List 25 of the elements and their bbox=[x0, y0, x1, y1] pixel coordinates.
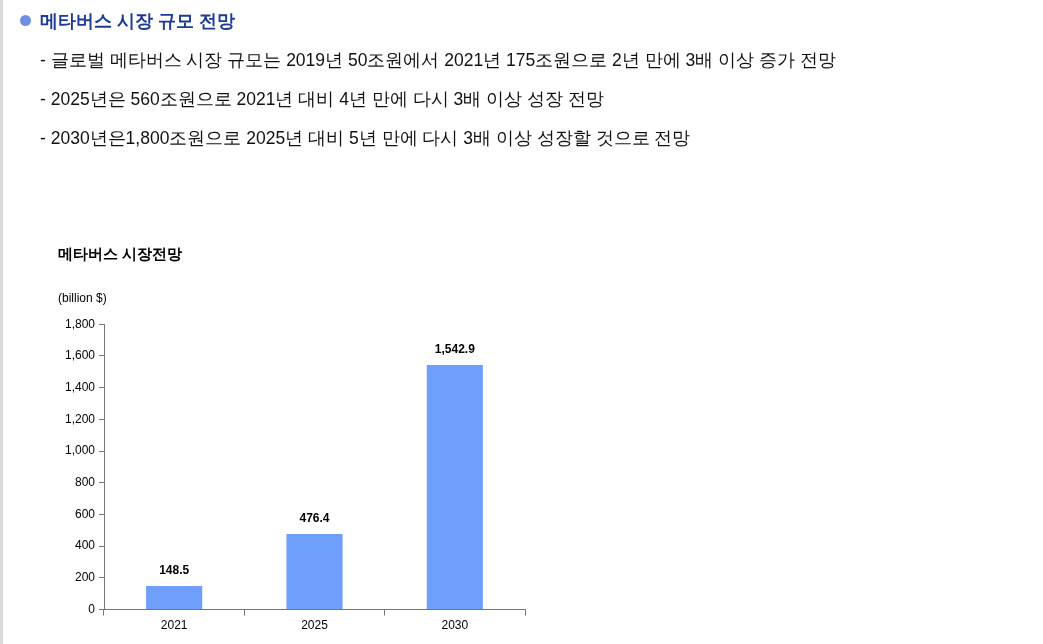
x-tick-label: 2030 bbox=[441, 618, 469, 633]
x-tick-label: 2021 bbox=[160, 618, 188, 633]
y-tick-label: 1,800 bbox=[64, 316, 96, 331]
y-tick-label: 800 bbox=[74, 475, 96, 490]
y-tick-label: 1,600 bbox=[64, 348, 96, 363]
data-label: 476.4 bbox=[299, 511, 330, 526]
bar bbox=[426, 364, 483, 610]
x-tick-label: 2025 bbox=[301, 618, 329, 633]
chart-subtitle: 메타버스 시장전망 bbox=[58, 244, 183, 264]
y-tick-label: 200 bbox=[74, 570, 96, 585]
text: - 2025년은 560조원으로 2021년 대비 4년 만에 다시 3배 이상 성장 전망 bbox=[40, 88, 604, 110]
y-axis-title: (billion $) bbox=[58, 290, 107, 306]
y-tick-label: 0 bbox=[88, 601, 96, 616]
bar bbox=[146, 586, 203, 610]
text: - 글로벌 메타버스 시장 규모는 2019년 50조원에서 2021년 175조원으로 2년 만에 3배 이상 증가 전망 bbox=[40, 49, 836, 71]
y-tick-label: 1,400 bbox=[64, 379, 96, 394]
y-tick-label: 1,200 bbox=[64, 411, 96, 426]
data-label: 1,542.9 bbox=[434, 342, 476, 357]
y-tick-label: 400 bbox=[74, 538, 96, 553]
text: - 2030년은1,800조원으로 2025년 대비 5년 만에 다시 3배 이상 성장할 것으로 전망 bbox=[40, 127, 691, 149]
chart-title: 메타버스 시장 규모 전망 bbox=[40, 10, 236, 33]
data-label: 148.5 bbox=[159, 563, 190, 578]
y-tick-label: 1,000 bbox=[64, 443, 96, 458]
y-tick-label: 600 bbox=[74, 506, 96, 521]
bar bbox=[286, 534, 343, 610]
